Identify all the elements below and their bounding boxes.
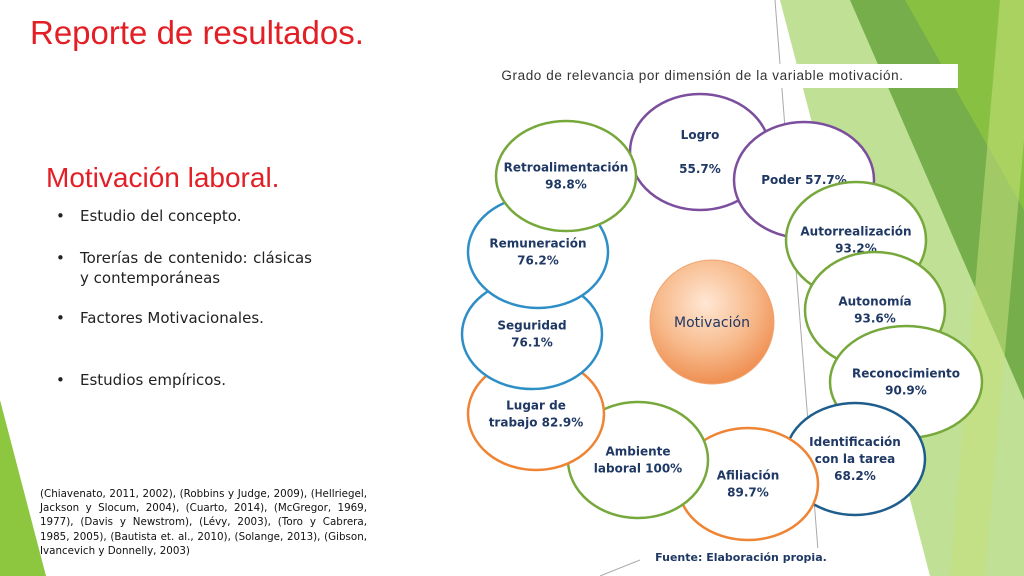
dimension-node: Seguridad 76.1% <box>460 277 604 391</box>
bullet-item: Torerías de contenido: clásicas y contem… <box>56 248 312 288</box>
dimension-node: Retroalimentación 98.8% <box>494 119 638 233</box>
center-circle <box>649 259 775 385</box>
dimension-label: Seguridad <box>497 319 566 333</box>
dimension-node: Lugar de trabajo 82.9% <box>466 356 606 472</box>
dimension-label: Poder 57.7% <box>761 173 847 187</box>
dimension-label: Ambiente <box>605 445 670 459</box>
references-text: (Chiavenato, 2011, 2002), (Robbins y Jud… <box>40 488 367 557</box>
dimension-label: Retroalimentación <box>504 161 629 175</box>
bullet-item: Estudio del concepto. <box>56 206 312 226</box>
dimension-label: 68.2% <box>834 469 876 483</box>
dimension-label: trabajo 82.9% <box>489 416 584 430</box>
source-note: Fuente: Elaboración propia. <box>655 551 827 564</box>
source-box: Fuente: Elaboración propia. <box>652 548 830 576</box>
dimension-label: Reconocimiento <box>852 367 960 381</box>
dimension-circle <box>494 119 638 233</box>
dimension-label: laboral 100% <box>594 462 682 476</box>
dimension-label: Identificación <box>809 435 901 449</box>
dimension-label: 89.7% <box>727 486 769 500</box>
dimension-label: 55.7% <box>679 162 721 176</box>
deco-shape <box>950 0 1024 576</box>
dimension-label: 93.6% <box>854 312 896 326</box>
dimension-label: Autonomía <box>838 295 911 309</box>
center-node: Motivación <box>649 259 775 385</box>
diagram-caption: Grado de relevancia por dimensión de la … <box>447 64 958 88</box>
dimension-label: Autorrealización <box>800 225 911 239</box>
slide-subtitle: Motivación laboral. <box>46 162 280 193</box>
dimension-node: Identificación con la tarea 68.2% <box>783 401 927 517</box>
dimension-label: con la tarea <box>815 452 895 466</box>
dimension-node: Ambiente laboral 100% <box>566 400 710 520</box>
deco-shape <box>0 400 46 576</box>
dimension-label: 76.1% <box>511 336 553 350</box>
dimension-label: Remuneración <box>489 237 586 251</box>
dimension-label: Logro <box>681 128 720 142</box>
center-label: Motivación <box>674 315 750 331</box>
bullet-item: Estudios empíricos. <box>56 370 312 390</box>
dimension-label: 98.8% <box>545 178 587 192</box>
dimension-label: Afiliación <box>717 469 780 483</box>
dimension-label: Lugar de <box>506 399 566 413</box>
deco-line <box>599 559 641 576</box>
slide-title: Reporte de resultados. <box>30 14 364 51</box>
dimension-label: 90.9% <box>885 384 927 398</box>
bullet-item: Factores Motivacionales. <box>56 308 312 328</box>
dimension-label: 76.2% <box>517 254 559 268</box>
